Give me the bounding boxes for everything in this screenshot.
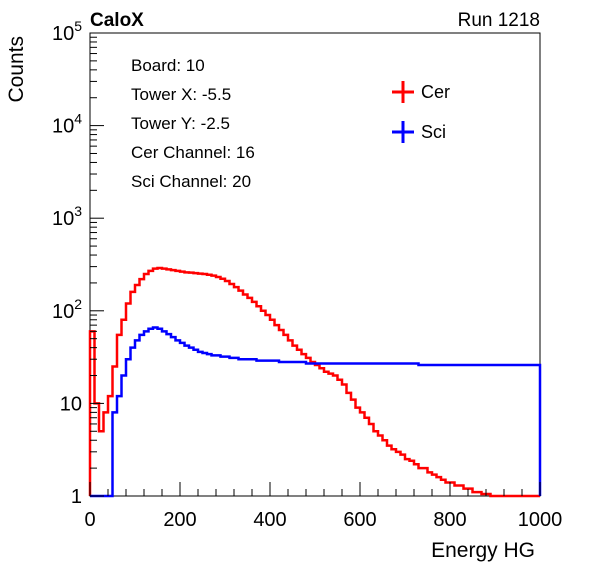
y-tick-label-base: 10 bbox=[52, 23, 74, 45]
info-box: Board: 10 Tower X: -5.5 Tower Y: -2.5 Ce… bbox=[131, 56, 255, 191]
x-tick-label: 200 bbox=[163, 509, 196, 531]
header-left-label: CaloX bbox=[90, 10, 144, 31]
y-tick-label: 105 bbox=[52, 18, 82, 45]
y-tick-label-base: 1 bbox=[71, 486, 82, 508]
y-tick-label: 10 bbox=[60, 393, 82, 415]
y-tick-label-exponent: 5 bbox=[74, 18, 82, 34]
info-line-cer-channel: Cer Channel: 16 bbox=[131, 143, 255, 162]
y-axis-label: Counts bbox=[5, 36, 28, 103]
y-tick-label-exponent: 3 bbox=[74, 203, 82, 219]
y-tick-label-base: 10 bbox=[52, 208, 74, 230]
y-tick-label: 1 bbox=[71, 486, 82, 508]
header-right-label: Run 1218 bbox=[458, 10, 540, 31]
series-line-sci bbox=[90, 326, 542, 498]
y-tick-label: 102 bbox=[52, 296, 82, 323]
y-tick-label-base: 10 bbox=[52, 116, 74, 138]
info-line-tower-x: Tower X: -5.5 bbox=[131, 85, 231, 104]
legend-label-sci: Sci bbox=[421, 122, 446, 142]
y-tick-label-base: 10 bbox=[60, 393, 82, 415]
legend-label-cer: Cer bbox=[421, 82, 450, 102]
series-line-cer bbox=[88, 266, 540, 498]
legend: Cer Sci bbox=[392, 81, 450, 143]
y-tick-label-exponent: 4 bbox=[74, 111, 82, 127]
plot-frame bbox=[89, 32, 541, 497]
legend-entry-cer: Cer bbox=[392, 81, 450, 103]
x-tick-label: 400 bbox=[253, 509, 286, 531]
info-line-tower-y: Tower Y: -2.5 bbox=[131, 114, 230, 133]
x-tick-label: 0 bbox=[84, 509, 95, 531]
series-layer bbox=[88, 266, 542, 498]
info-line-board: Board: 10 bbox=[131, 56, 205, 75]
info-line-sci-channel: Sci Channel: 20 bbox=[131, 172, 251, 191]
x-tick-label: 1000 bbox=[518, 509, 563, 531]
y-tick-label: 104 bbox=[52, 111, 82, 138]
y-tick-label: 103 bbox=[52, 203, 82, 230]
x-tick-label: 600 bbox=[343, 509, 376, 531]
x-axis-label: Energy HG bbox=[431, 539, 535, 562]
x-tick-label: 800 bbox=[433, 509, 466, 531]
y-tick-label-base: 10 bbox=[52, 301, 74, 323]
y-tick-label-exponent: 2 bbox=[74, 296, 82, 312]
legend-entry-sci: Sci bbox=[392, 121, 446, 143]
